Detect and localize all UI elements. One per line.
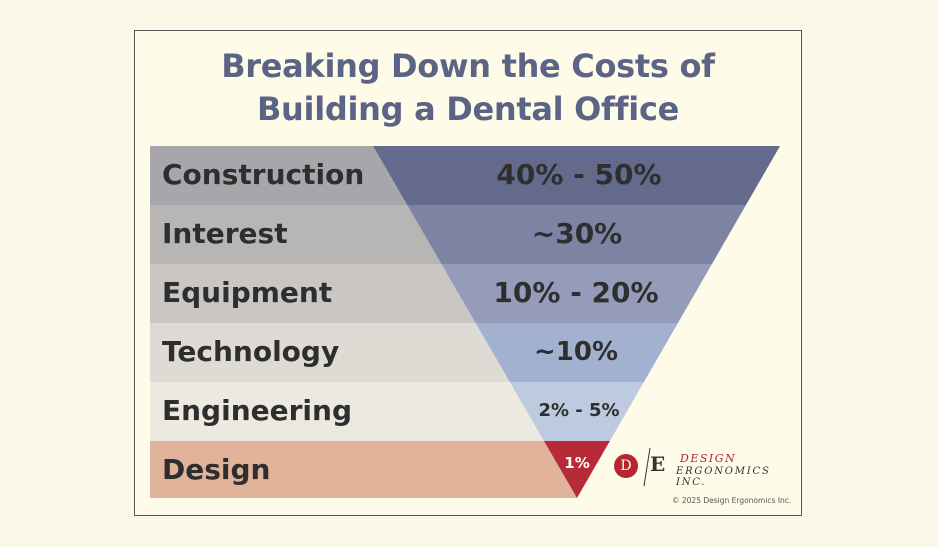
funnel-segment-technology [475, 323, 678, 382]
copyright-notice: © 2025 Design Ergonomics Inc. [672, 496, 792, 505]
row-label-engineering: Engineering [162, 394, 352, 427]
row-label-design: Design [162, 453, 271, 486]
funnel-segment-construction [373, 146, 780, 205]
logo-word-design: DESIGN [680, 452, 737, 465]
page-title: Breaking Down the Costs of Building a De… [134, 45, 802, 131]
row-value-design: 1% [564, 453, 590, 472]
row-band-design [150, 441, 577, 498]
title-line-1: Breaking Down the Costs of [221, 47, 715, 85]
logo-divider-icon [643, 447, 651, 487]
row-value-equipment: 10% - 20% [493, 276, 659, 310]
row-band-construction [150, 146, 408, 205]
logo-d-mark: D [614, 454, 638, 478]
company-logo: D E DESIGN ERGONOMICS INC. [614, 446, 794, 492]
row-value-construction: 40% - 50% [496, 158, 662, 192]
funnel-segment-design [543, 441, 610, 498]
funnel-segment-interest [407, 205, 746, 264]
row-value-engineering: 2% - 5% [538, 400, 620, 422]
row-value-technology: ~10% [533, 337, 619, 368]
row-label-interest: Interest [162, 217, 288, 250]
row-value-interest: ~30% [531, 217, 623, 251]
row-label-technology: Technology [162, 335, 340, 368]
row-label-construction: Construction [162, 158, 365, 191]
row-band-equipment [150, 264, 476, 323]
logo-e-mark: E [650, 452, 666, 476]
row-band-technology [150, 323, 510, 382]
title-line-2: Building a Dental Office [256, 90, 680, 128]
row-label-equipment: Equipment [162, 276, 333, 309]
row-band-engineering [150, 382, 544, 441]
row-band-interest [150, 205, 442, 264]
logo-word-ergonomics: ERGONOMICS INC. [676, 466, 771, 488]
funnel-segment-engineering [509, 382, 644, 441]
funnel-segment-equipment [441, 264, 712, 323]
